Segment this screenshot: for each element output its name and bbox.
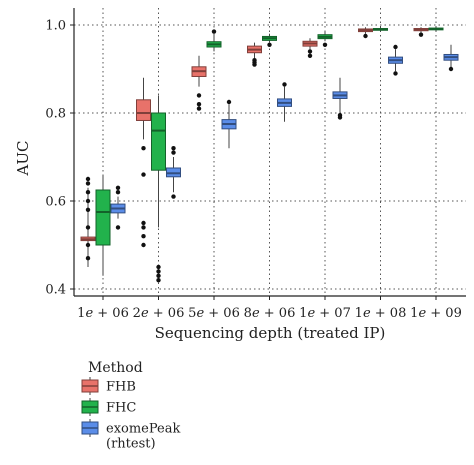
outlier-point bbox=[85, 242, 91, 248]
box-0-5 bbox=[358, 27, 373, 39]
legend-label: FHB bbox=[106, 380, 136, 395]
grid bbox=[74, 8, 466, 296]
legend: Method FHB FHC exomePeak (rhtest) bbox=[81, 360, 180, 452]
y-tick-label: 0.4 bbox=[45, 283, 66, 298]
outlier-point bbox=[156, 273, 161, 278]
box-1-2 bbox=[206, 29, 222, 52]
x-tick-label: 8e + 06 bbox=[244, 306, 296, 321]
outlier-point bbox=[85, 256, 91, 261]
outlier-point bbox=[115, 225, 121, 230]
outlier-point bbox=[115, 185, 121, 190]
x-axis-label: Sequencing depth (treated IP) bbox=[155, 324, 386, 342]
boxes bbox=[80, 26, 459, 283]
outlier-point bbox=[196, 106, 202, 111]
outlier-point bbox=[418, 32, 424, 37]
box-iqr bbox=[151, 112, 166, 171]
outlier-point bbox=[85, 207, 91, 212]
outlier-point bbox=[156, 269, 161, 274]
outlier-point bbox=[141, 234, 146, 239]
x-tick-label: 1e + 07 bbox=[299, 306, 351, 321]
box-0-6 bbox=[413, 27, 429, 37]
outlier-point bbox=[226, 99, 232, 105]
outlier-point bbox=[171, 194, 176, 199]
x-tick-label: 1e + 06 bbox=[77, 306, 129, 321]
box-1-5 bbox=[373, 26, 388, 32]
outlier-point bbox=[196, 102, 202, 107]
outlier-point bbox=[141, 242, 146, 248]
outlier-point bbox=[85, 181, 91, 186]
box-2-4 bbox=[332, 77, 348, 120]
x-tick-label: 2e + 06 bbox=[133, 306, 185, 321]
y-ticks: 0.4 0.6 0.8 1.0 bbox=[45, 19, 74, 298]
box-2-0 bbox=[110, 185, 126, 230]
outlier-point bbox=[307, 53, 313, 58]
box-1-1 bbox=[151, 95, 166, 283]
outlier-point bbox=[141, 146, 146, 151]
outlier-point bbox=[85, 190, 91, 195]
box-2-2 bbox=[221, 99, 237, 149]
x-tick-label: 5e + 06 bbox=[188, 306, 240, 321]
outlier-point bbox=[448, 66, 454, 72]
box-0-4 bbox=[302, 38, 318, 58]
box-0-3 bbox=[247, 42, 262, 67]
outlier-point bbox=[141, 225, 146, 230]
y-tick-label: 0.8 bbox=[45, 107, 66, 122]
box-1-6 bbox=[428, 26, 444, 32]
outlier-point bbox=[171, 146, 176, 151]
x-tick-label: 1e + 09 bbox=[410, 306, 462, 321]
y-tick-label: 1.0 bbox=[45, 19, 66, 34]
legend-label: exomePeak (rhtest) bbox=[106, 422, 180, 452]
y-tick-label: 0.6 bbox=[45, 195, 66, 210]
outlier-point bbox=[363, 33, 368, 39]
outlier-point bbox=[171, 150, 176, 155]
box-2-6 bbox=[443, 44, 459, 72]
box-2-3 bbox=[277, 82, 292, 122]
box-0-1 bbox=[136, 77, 151, 248]
outlier-point bbox=[141, 172, 146, 177]
box-2-1 bbox=[166, 146, 181, 199]
outlier-point bbox=[156, 264, 161, 270]
box-0-2 bbox=[191, 55, 207, 111]
outlier-point bbox=[115, 190, 121, 195]
outlier-point bbox=[211, 29, 217, 34]
legend-label: FHC bbox=[106, 401, 136, 416]
box-1-0 bbox=[95, 174, 111, 276]
x-ticks: 1e + 06 2e + 06 5e + 06 8e + 06 1e + 07 1e + … bbox=[77, 296, 462, 321]
outlier-point bbox=[393, 44, 398, 50]
box-1-4 bbox=[317, 31, 333, 47]
box-iqr bbox=[136, 99, 151, 121]
outlier-point bbox=[337, 113, 343, 118]
x-tick-label: 1e + 08 bbox=[355, 306, 407, 321]
outlier-point bbox=[267, 42, 272, 47]
outlier-point bbox=[252, 58, 257, 63]
box-iqr bbox=[95, 189, 111, 246]
outlier-point bbox=[282, 82, 287, 87]
outlier-point bbox=[322, 42, 328, 47]
outlier-point bbox=[156, 278, 161, 283]
outlier-point bbox=[85, 225, 91, 230]
box-0-0 bbox=[80, 176, 96, 267]
outlier-point bbox=[141, 220, 146, 226]
box-2-5 bbox=[388, 44, 403, 76]
outlier-point bbox=[196, 93, 202, 98]
y-axis-label: AUC bbox=[14, 141, 32, 177]
outlier-point bbox=[393, 71, 398, 76]
box-1-3 bbox=[262, 33, 277, 47]
outlier-point bbox=[85, 198, 91, 204]
legend-title: Method bbox=[88, 360, 143, 376]
outlier-point bbox=[85, 176, 91, 182]
outlier-point bbox=[307, 49, 313, 54]
